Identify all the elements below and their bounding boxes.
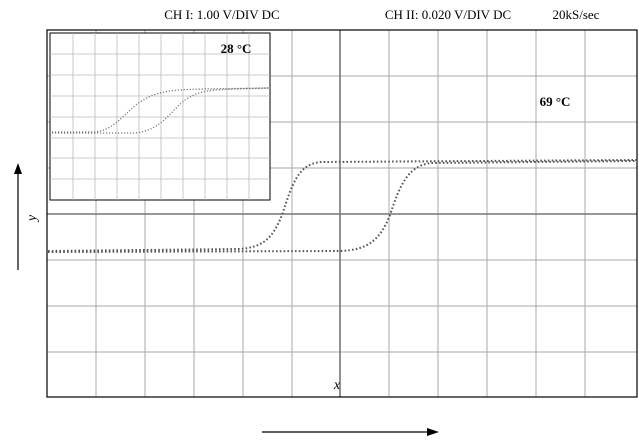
- inset-frame: [49, 32, 271, 201]
- trace-1: [47, 159, 638, 252]
- inset-temperature: 28 °C: [221, 41, 252, 56]
- channel-2-setting: CH II: 0.020 V/DIV DC: [385, 7, 511, 22]
- sample-rate: 20kS/sec: [553, 7, 600, 22]
- x-arrowhead: [427, 428, 439, 436]
- trace-2: [47, 160, 638, 253]
- y-arrowhead: [14, 163, 22, 174]
- main-temperature: 69 °C: [540, 94, 571, 109]
- y-axis-label: y: [25, 214, 40, 223]
- screen-border: [46, 29, 638, 398]
- inset-trace-2: [52, 87, 271, 134]
- inset: 28 °C: [49, 32, 271, 201]
- inset-trace-1: [52, 87, 271, 133]
- channel-1-setting: CH I: 1.00 V/DIV DC: [164, 7, 279, 22]
- x-axis-label: x: [333, 378, 341, 393]
